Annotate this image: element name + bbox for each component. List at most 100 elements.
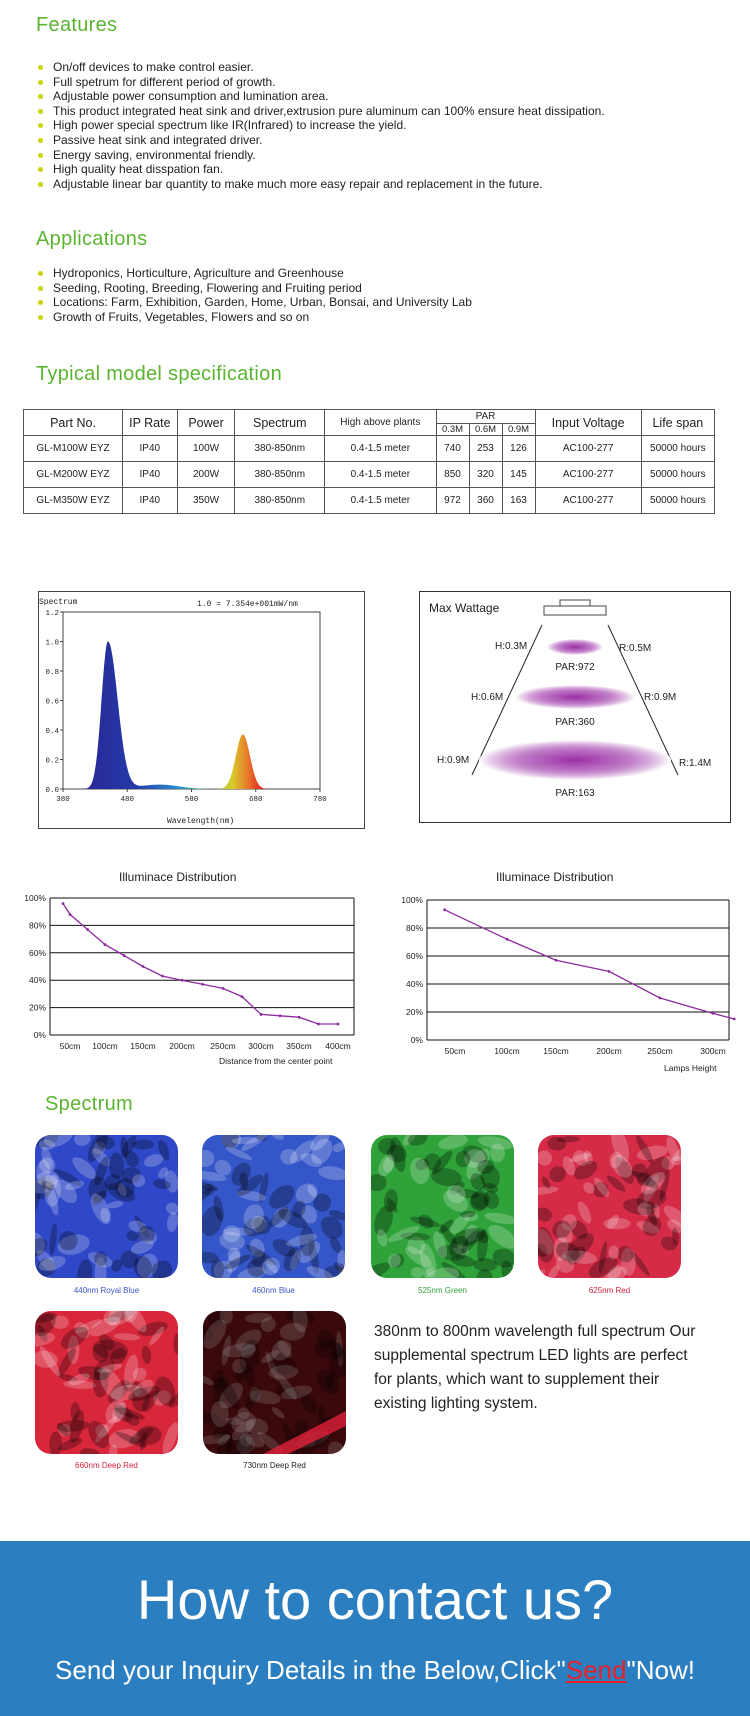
illuminance-svg: 0% 20% 40% 60% 80% 100% 50cm 100cm 150cm 200cm 250… xyxy=(401,895,736,1056)
leaf-shape xyxy=(588,1256,618,1278)
leaf-shape xyxy=(262,1257,280,1276)
leaf-shape xyxy=(477,1231,489,1244)
level-3-h: H:0.9M xyxy=(437,755,469,766)
leaf-shape xyxy=(94,1156,109,1186)
leaf-shape xyxy=(90,1193,111,1225)
beam-edge-right xyxy=(607,624,679,776)
tile-background xyxy=(371,1135,514,1278)
leaf-shape xyxy=(611,1135,630,1162)
leaf-shape xyxy=(265,1351,279,1381)
leaf-shape xyxy=(374,1205,393,1237)
leaf-shape xyxy=(96,1135,115,1150)
leaf-shape xyxy=(418,1214,434,1229)
x-tick-label: 300cm xyxy=(248,1041,274,1051)
leaf-shape xyxy=(117,1183,127,1197)
leaf-shape xyxy=(329,1237,342,1254)
tile-photo xyxy=(202,1135,345,1278)
leaf-shape xyxy=(280,1148,298,1165)
x-tick-label: 580 xyxy=(185,796,199,804)
leaf-shape xyxy=(74,1135,91,1146)
send-link[interactable]: Send xyxy=(565,1655,627,1685)
leaf-shape xyxy=(243,1217,266,1237)
leaf-shape xyxy=(286,1233,318,1247)
leaf-shape xyxy=(637,1202,653,1217)
bullet-icon xyxy=(38,108,43,114)
leaf-shape xyxy=(120,1136,129,1159)
x-tick-label: 50cm xyxy=(60,1041,81,1051)
x-tick-label: 680 xyxy=(249,796,263,804)
y-tick-label: 0.0 xyxy=(45,787,59,795)
cell-par: 253 xyxy=(468,435,503,462)
leaf-shape xyxy=(673,1147,681,1162)
list-item-text: Adjustable power consumption and luminat… xyxy=(53,89,329,104)
leaf-shape xyxy=(237,1190,266,1202)
leaf-shape xyxy=(239,1339,260,1373)
data-point xyxy=(443,908,446,912)
leaf-shape xyxy=(295,1183,318,1204)
y-tick-label: 0.2 xyxy=(45,758,59,766)
leaf-shape xyxy=(35,1179,49,1194)
leaf-shape xyxy=(480,1165,500,1189)
leaf-shape xyxy=(130,1239,154,1255)
leaf-shape xyxy=(603,1217,631,1230)
cell-power: 100W xyxy=(176,435,236,462)
leaf-shape xyxy=(207,1311,224,1326)
leaf-shape xyxy=(410,1157,430,1185)
leaf-shape xyxy=(567,1246,586,1265)
leaf-shape xyxy=(202,1180,219,1192)
leaf-shape xyxy=(38,1256,66,1271)
leaf-shape xyxy=(663,1205,681,1229)
leaf-shape xyxy=(489,1143,505,1163)
leaf-shape xyxy=(336,1331,344,1367)
leaf-shape xyxy=(286,1311,315,1324)
spectrum-annotation: 1.0 = 7.354e+001mW/nm xyxy=(197,600,298,609)
leaf-shape xyxy=(660,1236,677,1251)
leaf-shape xyxy=(452,1228,486,1247)
leaf-shape xyxy=(70,1402,80,1421)
spectrum-area xyxy=(63,641,320,789)
illuminance-title: Illuminace Distribution xyxy=(496,870,614,884)
cell-life: 50000 hours xyxy=(640,461,716,488)
leaf-shape xyxy=(153,1390,171,1406)
leaf-shape xyxy=(631,1163,647,1178)
leaf-shape xyxy=(466,1148,490,1180)
list-item: Hydroponics, Horticulture, Agriculture a… xyxy=(36,266,472,281)
col-voltage: Input Voltage xyxy=(534,409,642,436)
leaf-shape xyxy=(231,1136,258,1145)
leaf-shape xyxy=(464,1224,478,1242)
table-row: GL-M200W EYZ IP40 200W 380-850nm 0.4-1.5… xyxy=(23,461,716,488)
leaf-shape xyxy=(446,1185,466,1203)
leaf-shape xyxy=(271,1340,292,1361)
list-item: Seeding, Rooting, Breeding, Flowering an… xyxy=(36,281,472,296)
spectrum-ylabel: Spectrum xyxy=(39,598,78,607)
leaf-shape xyxy=(35,1237,48,1257)
leaf-shape xyxy=(488,1224,514,1249)
leaf-shape xyxy=(134,1215,150,1238)
cell-par: 850 xyxy=(435,461,470,488)
leaf-shape xyxy=(636,1145,668,1160)
leaf-shape xyxy=(95,1416,117,1443)
level-2-par: PAR:360 xyxy=(555,717,595,728)
leaf-shape xyxy=(222,1227,254,1236)
leaf-shape xyxy=(103,1311,135,1326)
leaf-shape xyxy=(78,1365,110,1381)
leaf-shape xyxy=(36,1170,59,1187)
cell-height: 0.4-1.5 meter xyxy=(324,435,437,462)
leaf-shape xyxy=(244,1364,255,1386)
leaf-shape xyxy=(570,1220,588,1240)
bullet-icon xyxy=(38,271,43,276)
leaf-shape xyxy=(43,1135,74,1147)
x-tick-label: 780 xyxy=(313,796,327,804)
col-height: High above plants xyxy=(324,409,437,436)
leaf-shape xyxy=(477,1229,489,1262)
leaf-shape xyxy=(423,1267,434,1278)
x-tick-label: 100cm xyxy=(92,1041,118,1051)
leaf-shape xyxy=(99,1334,115,1350)
leaf-shape xyxy=(231,1419,255,1441)
leaf-shape xyxy=(424,1153,442,1171)
leaf-shape xyxy=(269,1206,289,1227)
leaf-shape xyxy=(115,1178,135,1198)
leaf-shape xyxy=(310,1135,330,1151)
leaf-shape xyxy=(383,1156,395,1173)
leaf-shape xyxy=(217,1434,230,1446)
